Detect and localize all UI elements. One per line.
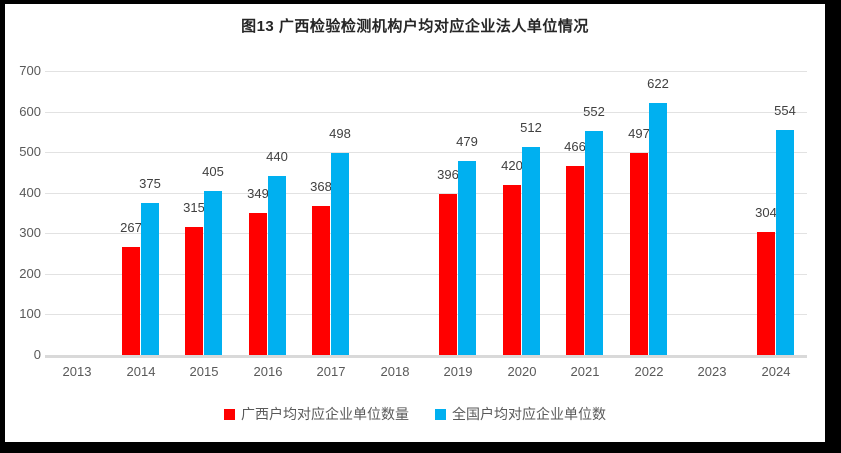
- bar-value-label: 554: [774, 103, 796, 118]
- legend-item-guangxi: 广西户均对应企业单位数量: [224, 404, 409, 424]
- bar-national-2015: [204, 191, 222, 355]
- legend-label-national: 全国户均对应企业单位数: [452, 406, 606, 422]
- bar-national-2022: [649, 103, 667, 355]
- y-axis-tick-label: 0: [33, 347, 41, 362]
- bar-guangxi-2016: [249, 213, 267, 355]
- gridline: [45, 71, 807, 72]
- bar-national-2016: [268, 176, 286, 355]
- bar-national-2019: [458, 161, 476, 355]
- x-axis-tick-label: 2020: [507, 364, 537, 379]
- x-axis-tick-label: 2017: [316, 364, 346, 379]
- chart-canvas: 图13 广西检验检测机构户均对应企业法人单位情况 0 100 200 300 400 50…: [5, 4, 825, 442]
- bar-value-label: 304: [755, 205, 777, 220]
- y-axis-tick-label: 500: [19, 144, 41, 159]
- x-axis-tick-label: 2022: [634, 364, 664, 379]
- bar-guangxi-2024: [757, 232, 775, 355]
- bar-guangxi-2022: [630, 153, 648, 355]
- bar-value-label: 622: [647, 76, 669, 91]
- bar-national-2024: [776, 130, 794, 355]
- bar-value-label: 479: [456, 134, 478, 149]
- bar-guangxi-2020: [503, 185, 521, 355]
- y-axis-tick-label: 600: [19, 104, 41, 119]
- bar-value-label: 552: [583, 104, 605, 119]
- x-axis-tick-label: 2023: [697, 364, 727, 379]
- bar-value-label: 349: [247, 186, 269, 201]
- y-axis-tick-label: 100: [19, 306, 41, 321]
- gridline: [45, 233, 807, 234]
- x-axis-tick-label: 2024: [761, 364, 791, 379]
- bar-value-label: 375: [139, 176, 161, 191]
- bar-value-label: 405: [202, 164, 224, 179]
- bar-value-label: 512: [520, 120, 542, 135]
- bar-value-label: 440: [266, 149, 288, 164]
- y-axis-tick-label: 400: [19, 185, 41, 200]
- bar-national-2014: [141, 203, 159, 355]
- bar-national-2020: [522, 147, 540, 355]
- x-axis-tick-label: 2013: [62, 364, 92, 379]
- plot-area: 0 100 200 300 400 500 600 700 2013 2014 267 375 2015…: [5, 4, 825, 442]
- bar-national-2017: [331, 153, 349, 355]
- gridline: [45, 314, 807, 315]
- bar-value-label: 315: [183, 200, 205, 215]
- x-axis-tick-label: 2018: [380, 364, 410, 379]
- x-axis-tick-label: 2021: [570, 364, 600, 379]
- bar-value-label: 420: [501, 158, 523, 173]
- bar-value-label: 497: [628, 126, 650, 141]
- bar-value-label: 368: [310, 179, 332, 194]
- bar-value-label: 267: [120, 220, 142, 235]
- bar-guangxi-2014: [122, 247, 140, 355]
- legend-swatch-guangxi: [224, 408, 235, 420]
- gridline: [45, 274, 807, 275]
- chart-title: 图13 广西检验检测机构户均对应企业法人单位情况: [241, 18, 589, 35]
- legend-label-guangxi: 广西户均对应企业单位数量: [241, 406, 409, 422]
- bar-value-label: 498: [329, 126, 351, 141]
- legend-item-national: 全国户均对应企业单位数: [435, 404, 606, 424]
- bar-guangxi-2019: [439, 194, 457, 355]
- y-axis-tick-label: 700: [19, 63, 41, 78]
- x-axis-tick-label: 2019: [443, 364, 473, 379]
- bar-value-label: 396: [437, 167, 459, 182]
- bar-guangxi-2015: [185, 227, 203, 355]
- y-axis-tick-label: 300: [19, 225, 41, 240]
- x-axis-tick-label: 2014: [126, 364, 156, 379]
- gridline: [45, 112, 807, 113]
- bar-guangxi-2021: [566, 166, 584, 355]
- bar-value-label: 466: [564, 139, 586, 154]
- x-axis-line: [45, 355, 807, 358]
- x-axis-tick-label: 2016: [253, 364, 283, 379]
- gridline: [45, 193, 807, 194]
- x-axis-tick-label: 2015: [189, 364, 219, 379]
- y-axis-tick-label: 200: [19, 266, 41, 281]
- legend: 广西户均对应企业单位数量 全国户均对应企业单位数: [5, 404, 825, 424]
- bar-national-2021: [585, 131, 603, 355]
- bar-guangxi-2017: [312, 206, 330, 355]
- gridline: [45, 152, 807, 153]
- legend-swatch-national: [435, 408, 446, 420]
